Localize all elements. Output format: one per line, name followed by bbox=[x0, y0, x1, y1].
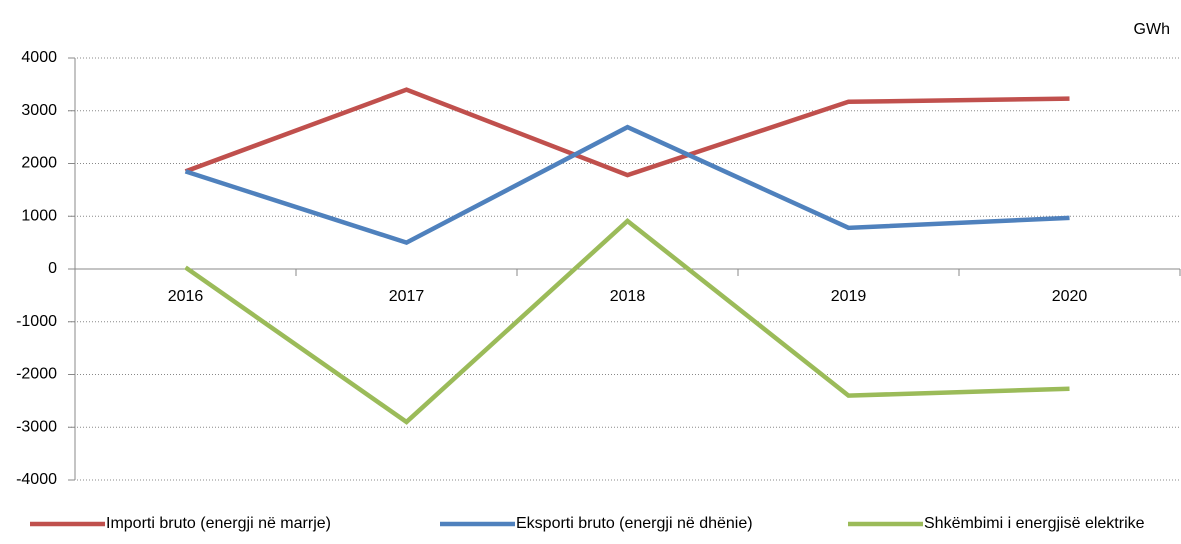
unit-label: GWh bbox=[1134, 21, 1170, 38]
x-tick-label: 2017 bbox=[389, 288, 425, 305]
y-tick-label: -1000 bbox=[16, 313, 57, 330]
y-tick-label: 2000 bbox=[21, 155, 57, 172]
legend-label: Importi bruto (energji në marrje) bbox=[106, 515, 331, 532]
x-tick-label: 2019 bbox=[831, 288, 867, 305]
series-line bbox=[184, 124, 1070, 246]
legend-label: Eksporti bruto (energji në dhënie) bbox=[516, 515, 753, 532]
y-tick-label: 1000 bbox=[21, 207, 57, 224]
y-tick-label: 3000 bbox=[21, 102, 57, 119]
x-tick-label: 2018 bbox=[610, 288, 646, 305]
series-line bbox=[184, 218, 1070, 425]
x-tick-label: 2020 bbox=[1052, 288, 1088, 305]
y-tick-label: -2000 bbox=[16, 366, 57, 383]
legend-label: Shkëmbimi i energjisë elektrike bbox=[924, 515, 1145, 532]
y-tick-label: -4000 bbox=[16, 471, 57, 488]
y-tick-label: 4000 bbox=[21, 49, 57, 66]
x-tick-label: 2016 bbox=[168, 288, 204, 305]
series-line bbox=[184, 87, 1070, 178]
y-tick-label: -3000 bbox=[16, 418, 57, 435]
y-tick-label: 0 bbox=[48, 260, 57, 277]
